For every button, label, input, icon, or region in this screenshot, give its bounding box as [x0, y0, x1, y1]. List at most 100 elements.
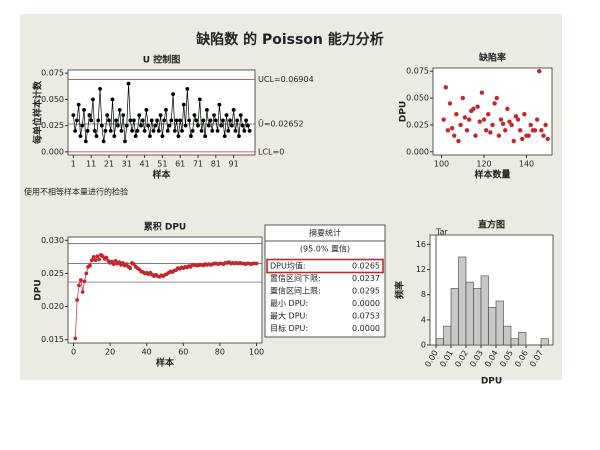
data-point: [92, 128, 97, 133]
x-tick-label: 71: [193, 160, 203, 169]
data-point: [98, 86, 102, 91]
x-axis-label: DPU: [481, 377, 502, 387]
data-point: [153, 123, 158, 128]
data-point: [156, 128, 161, 133]
x-tick-label: 11: [86, 160, 96, 169]
x-axis-label: 样本: [152, 169, 171, 181]
data-line: [72, 83, 250, 142]
data-point: [520, 136, 525, 142]
data-point: [97, 257, 102, 262]
data-point: [496, 133, 502, 138]
y-tick-label: 16: [416, 240, 426, 249]
data-point: [247, 128, 252, 133]
data-point: [507, 119, 512, 124]
plot-area: [432, 67, 553, 156]
x-tick-label: 41: [139, 160, 149, 169]
data-point: [215, 128, 220, 133]
data-point: [130, 128, 135, 133]
data-point: [117, 107, 122, 112]
data-point: [203, 134, 208, 139]
data-point: [185, 86, 190, 91]
center-label: Ū=0.02652: [258, 119, 304, 129]
data-point: [100, 254, 105, 259]
data-point: [194, 118, 199, 123]
data-point: [80, 290, 85, 294]
data-point: [73, 336, 78, 341]
data-point: [481, 117, 487, 122]
data-point: [199, 128, 204, 133]
data-point: [224, 113, 229, 118]
data-point: [517, 128, 523, 133]
y-tick-label: 0.075: [406, 67, 429, 76]
histogram-bar: [518, 332, 527, 346]
data-point: [443, 85, 448, 90]
data-point: [219, 123, 224, 128]
data-point: [462, 115, 468, 120]
x-tick-label: 31: [122, 160, 132, 169]
data-point: [121, 113, 126, 118]
data-point: [104, 255, 109, 260]
data-point: [183, 123, 188, 128]
data-point: [83, 139, 88, 144]
data-point: [133, 134, 138, 139]
summary-label: 置信区间下限:: [270, 273, 321, 283]
histogram-bar: [458, 256, 467, 346]
data-point: [208, 118, 213, 123]
data-point: [213, 118, 218, 123]
data-point: [222, 134, 227, 139]
x-tick-label: 100: [249, 348, 264, 357]
data-point: [503, 128, 508, 133]
data-point: [93, 258, 98, 263]
data-point: [155, 118, 159, 123]
data-point: [96, 118, 101, 123]
data-point: [144, 107, 149, 112]
target-label: Tar: [435, 228, 448, 237]
data-point: [171, 92, 175, 97]
data-point: [124, 123, 129, 128]
histogram-bar: [495, 300, 504, 346]
data-point: [539, 128, 544, 133]
data-point: [107, 118, 111, 123]
data-point: [71, 113, 76, 118]
summary-label: 最大 DPU:: [270, 311, 308, 321]
x-tick-label: 140: [519, 160, 534, 169]
data-point: [112, 134, 117, 139]
summary-value: 0.0000: [352, 299, 380, 308]
data-point: [488, 130, 493, 135]
data-point: [187, 118, 192, 123]
data-point: [240, 123, 245, 128]
y-axis-label: DPU: [399, 101, 409, 122]
data-point: [167, 123, 172, 128]
data-point: [479, 90, 485, 95]
data-point: [460, 95, 465, 101]
histogram-bar: [473, 288, 482, 346]
data-point: [162, 118, 167, 123]
summary-subtitle: (95.0% 置信): [300, 244, 350, 254]
data-point: [128, 118, 133, 123]
data-point: [201, 118, 206, 123]
data-point: [126, 81, 131, 86]
lcl-label: LCL=0: [258, 147, 284, 156]
summary-label: 置信区间上限:: [270, 286, 321, 296]
data-point: [76, 102, 81, 107]
data-point: [254, 261, 259, 266]
y-tick-label: 0.075: [41, 69, 64, 78]
histogram-bar: [435, 338, 444, 346]
data-point: [103, 128, 108, 133]
data-point: [464, 128, 470, 133]
summary-label: 最小 DPU:: [270, 299, 308, 308]
data-point: [229, 123, 234, 128]
data-point: [114, 118, 118, 123]
data-point: [242, 128, 247, 133]
data-point: [458, 122, 463, 128]
data-point: [121, 260, 125, 265]
x-tick-label: 81: [211, 160, 221, 169]
data-point: [449, 125, 455, 131]
chart-title: 缺陷率: [478, 52, 506, 64]
y-axis-label: DPU: [34, 279, 44, 300]
data-point: [119, 128, 124, 133]
data-point: [110, 259, 114, 264]
summary-value: 0.0753: [352, 312, 380, 321]
data-point: [105, 113, 110, 118]
